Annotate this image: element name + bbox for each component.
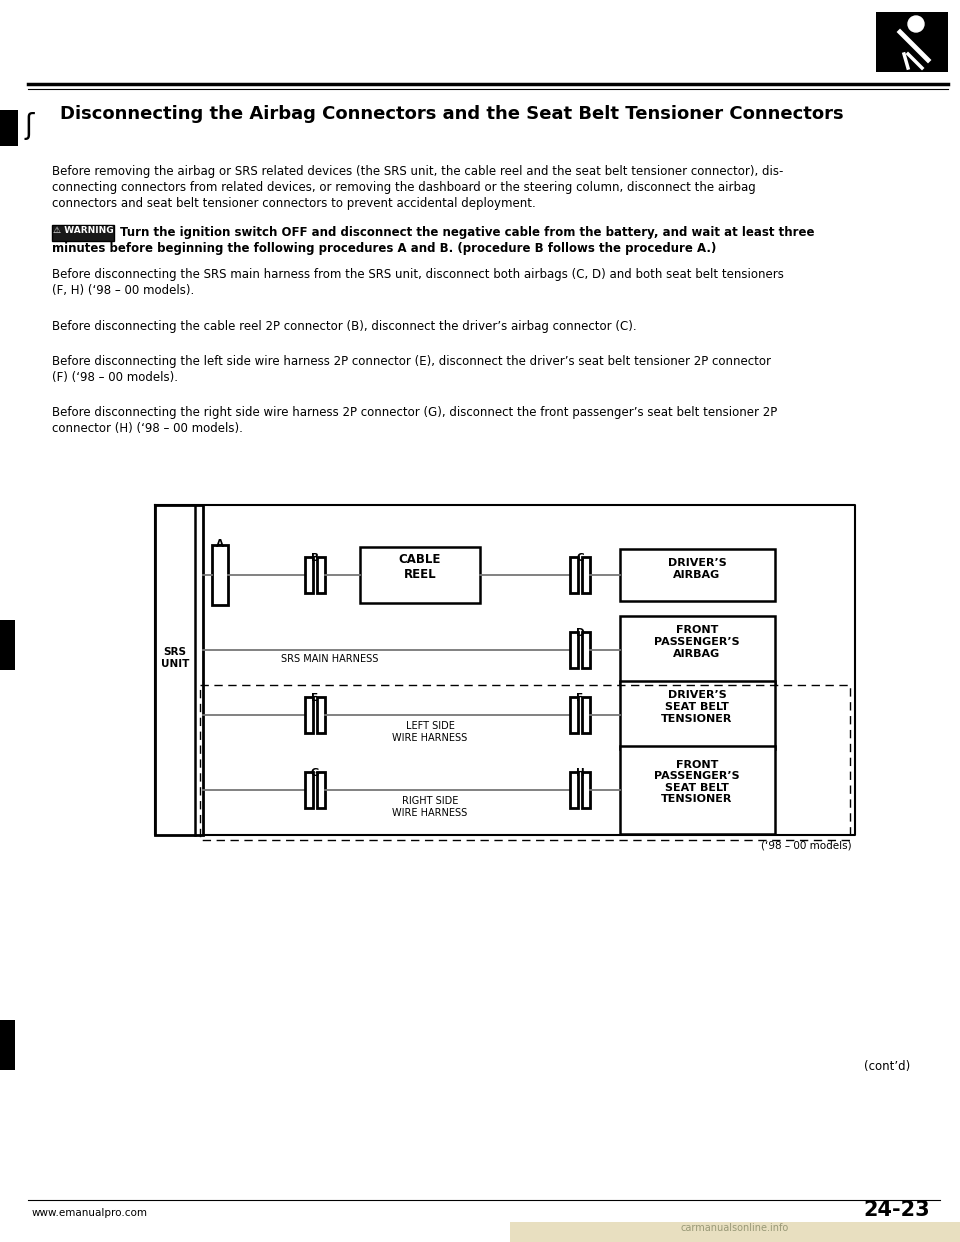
Text: C: C: [576, 553, 584, 563]
Text: ʃ: ʃ: [24, 112, 34, 140]
Text: www.emanualpro.com: www.emanualpro.com: [32, 1208, 148, 1218]
Bar: [570, 773, 578, 809]
Text: 24-23: 24-23: [863, 1200, 930, 1220]
Text: B: B: [311, 553, 319, 563]
Bar: [582, 632, 590, 668]
Text: connecting connectors from related devices, or removing the dashboard or the ste: connecting connectors from related devic…: [52, 181, 756, 194]
Text: Turn the ignition switch OFF and disconnect the negative cable from the battery,: Turn the ignition switch OFF and disconn…: [120, 226, 814, 238]
Bar: [510, 1222, 960, 1242]
Bar: [317, 773, 325, 809]
Bar: [317, 697, 325, 733]
Text: (‘98 – 00 models): (‘98 – 00 models): [761, 840, 852, 850]
Text: E: E: [311, 693, 319, 703]
Bar: [620, 549, 775, 601]
Text: SRS
UNIT: SRS UNIT: [161, 647, 189, 668]
Text: Before removing the airbag or SRS related devices (the SRS unit, the cable reel : Before removing the airbag or SRS relate…: [52, 165, 783, 178]
Bar: [0, 620, 15, 669]
Circle shape: [908, 16, 924, 32]
Bar: [620, 616, 775, 684]
Text: FRONT
PASSENGER’S
AIRBAG: FRONT PASSENGER’S AIRBAG: [654, 626, 740, 658]
Bar: [582, 697, 590, 733]
Text: connector (H) (‘98 – 00 models).: connector (H) (‘98 – 00 models).: [52, 422, 243, 435]
Bar: [360, 546, 480, 604]
Text: connectors and seat belt tensioner connectors to prevent accidental deployment.: connectors and seat belt tensioner conne…: [52, 197, 536, 210]
Bar: [582, 773, 590, 809]
Text: Before disconnecting the SRS main harness from the SRS unit, disconnect both air: Before disconnecting the SRS main harnes…: [52, 268, 784, 281]
Text: ⚠ WARNING: ⚠ WARNING: [53, 226, 113, 235]
Text: RIGHT SIDE
WIRE HARNESS: RIGHT SIDE WIRE HARNESS: [393, 796, 468, 817]
Bar: [0, 1020, 15, 1071]
Text: (F, H) (‘98 – 00 models).: (F, H) (‘98 – 00 models).: [52, 284, 194, 297]
Text: Before disconnecting the left side wire harness 2P connector (E), disconnect the: Before disconnecting the left side wire …: [52, 355, 771, 368]
Text: H: H: [576, 768, 585, 777]
Bar: [305, 556, 313, 592]
Text: D: D: [576, 628, 585, 638]
Text: A: A: [216, 539, 224, 549]
Text: DRIVER’S
AIRBAG: DRIVER’S AIRBAG: [667, 558, 727, 580]
Bar: [876, 12, 948, 72]
Text: Before disconnecting the right side wire harness 2P connector (G), disconnect th: Before disconnecting the right side wire…: [52, 406, 778, 419]
Bar: [305, 697, 313, 733]
Bar: [155, 505, 203, 835]
Text: F: F: [576, 693, 584, 703]
Text: G: G: [311, 768, 320, 777]
Bar: [317, 556, 325, 592]
Text: FRONT
PASSENGER’S
SEAT BELT
TENSIONER: FRONT PASSENGER’S SEAT BELT TENSIONER: [654, 760, 740, 805]
Bar: [620, 746, 775, 833]
Bar: [52, 225, 114, 241]
Text: (cont’d): (cont’d): [864, 1059, 910, 1073]
Text: CABLE
REEL: CABLE REEL: [398, 553, 442, 581]
Text: Before disconnecting the cable reel 2P connector (B), disconnect the driver’s ai: Before disconnecting the cable reel 2P c…: [52, 320, 636, 333]
Bar: [620, 681, 775, 749]
Text: carmanualsonline.info: carmanualsonline.info: [681, 1223, 789, 1233]
Text: DRIVER’S
SEAT BELT
TENSIONER: DRIVER’S SEAT BELT TENSIONER: [661, 691, 732, 724]
Bar: [570, 556, 578, 592]
Text: SRS MAIN HARNESS: SRS MAIN HARNESS: [281, 655, 378, 664]
Text: (F) (‘98 – 00 models).: (F) (‘98 – 00 models).: [52, 371, 178, 384]
Bar: [570, 632, 578, 668]
Text: Disconnecting the Airbag Connectors and the Seat Belt Tensioner Connectors: Disconnecting the Airbag Connectors and …: [60, 106, 844, 123]
Bar: [0, 111, 18, 147]
Text: LEFT SIDE
WIRE HARNESS: LEFT SIDE WIRE HARNESS: [393, 722, 468, 743]
Bar: [582, 556, 590, 592]
Text: minutes before beginning the following procedures A and B. (procedure B follows : minutes before beginning the following p…: [52, 242, 716, 255]
Bar: [212, 545, 228, 605]
Bar: [305, 773, 313, 809]
Bar: [570, 697, 578, 733]
